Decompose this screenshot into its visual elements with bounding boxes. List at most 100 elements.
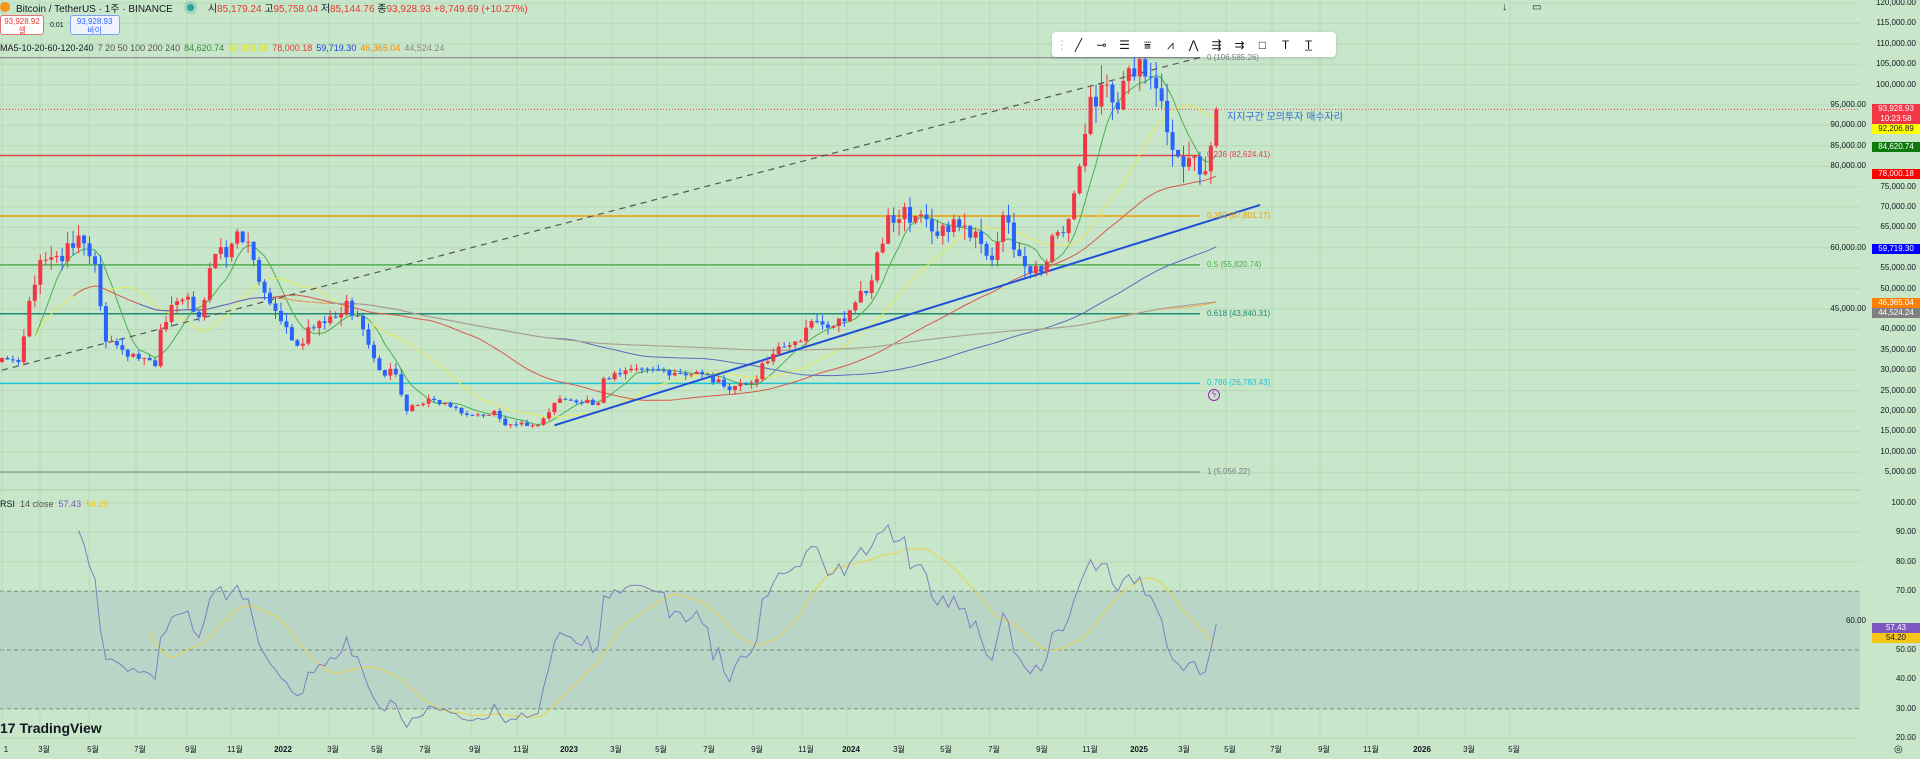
candle[interactable] — [536, 424, 541, 426]
candle[interactable] — [185, 296, 190, 300]
candle[interactable] — [475, 414, 480, 416]
candle[interactable] — [164, 321, 169, 330]
candle[interactable] — [306, 327, 311, 344]
candle[interactable] — [218, 247, 223, 254]
candle[interactable] — [782, 346, 787, 348]
candle[interactable] — [224, 247, 229, 258]
candle[interactable] — [295, 340, 300, 346]
candle[interactable] — [1104, 84, 1109, 86]
candle[interactable] — [891, 215, 896, 223]
candle[interactable] — [552, 402, 557, 413]
candle[interactable] — [913, 215, 918, 223]
candle[interactable] — [404, 394, 409, 411]
candle[interactable] — [459, 407, 464, 414]
candle[interactable] — [1055, 232, 1060, 236]
candle[interactable] — [809, 321, 814, 328]
candle[interactable] — [853, 302, 858, 311]
candle[interactable] — [1159, 88, 1164, 101]
candle[interactable] — [908, 207, 913, 223]
candle[interactable] — [486, 414, 491, 416]
candle[interactable] — [979, 231, 984, 244]
candle[interactable] — [317, 321, 322, 329]
candle[interactable] — [743, 383, 748, 385]
candle[interactable] — [399, 374, 404, 395]
candle[interactable] — [432, 398, 437, 401]
candle[interactable] — [645, 368, 650, 370]
candle[interactable] — [344, 300, 349, 314]
candle[interactable] — [153, 360, 158, 367]
candle[interactable] — [820, 321, 825, 325]
candle[interactable] — [355, 315, 360, 317]
trend-line[interactable] — [1, 55, 1206, 371]
candle[interactable] — [16, 360, 21, 363]
candle[interactable] — [760, 363, 765, 380]
candle[interactable] — [1132, 68, 1137, 77]
candle[interactable] — [897, 219, 902, 223]
candle[interactable] — [492, 411, 497, 415]
candle[interactable] — [481, 414, 486, 416]
parallel-channel-tool-icon[interactable]: ☰ — [1119, 37, 1130, 52]
candle[interactable] — [1061, 232, 1066, 234]
candle[interactable] — [678, 373, 683, 375]
candle[interactable] — [1154, 77, 1159, 89]
candle[interactable] — [776, 346, 781, 354]
candle[interactable] — [1094, 96, 1098, 107]
candle[interactable] — [136, 353, 141, 359]
ma-legend[interactable]: MA5-10-20-60-120-240 7 20 50 100 200 240… — [0, 43, 444, 53]
candle[interactable] — [754, 379, 759, 383]
candle[interactable] — [196, 311, 201, 318]
candle[interactable] — [858, 290, 863, 303]
candle[interactable] — [508, 424, 513, 426]
candle[interactable] — [530, 425, 535, 427]
candle[interactable] — [716, 379, 721, 383]
candle[interactable] — [377, 358, 382, 371]
candle[interactable] — [426, 398, 431, 404]
candle[interactable] — [864, 290, 869, 294]
candle[interactable] — [322, 321, 327, 323]
candle[interactable] — [109, 341, 114, 343]
candle[interactable] — [437, 400, 442, 404]
candle[interactable] — [393, 368, 398, 375]
candle[interactable] — [1203, 171, 1208, 175]
candle[interactable] — [0, 357, 4, 362]
candle[interactable] — [1088, 96, 1093, 134]
candle[interactable] — [661, 370, 666, 372]
candle[interactable] — [918, 214, 923, 216]
candle[interactable] — [831, 325, 836, 328]
candle[interactable] — [1170, 132, 1175, 150]
candle[interactable] — [842, 318, 847, 322]
candle[interactable] — [114, 341, 119, 346]
long-position-tool-icon[interactable]: ⇶ — [1211, 37, 1222, 52]
candle[interactable] — [711, 375, 716, 383]
candle[interactable] — [514, 424, 519, 426]
candle[interactable] — [251, 241, 256, 261]
candle[interactable] — [804, 327, 809, 342]
candle[interactable] — [1208, 145, 1213, 172]
candle[interactable] — [361, 316, 366, 330]
xabcd-pattern-tool-icon[interactable]: ⩘ — [1167, 37, 1174, 52]
candle[interactable] — [984, 243, 989, 256]
candle[interactable] — [147, 357, 152, 361]
candle[interactable] — [339, 313, 344, 318]
arrow-down-icon[interactable]: ↓ — [1502, 2, 1507, 13]
candle[interactable] — [1099, 84, 1104, 107]
candle[interactable] — [738, 383, 743, 387]
candle[interactable] — [1077, 166, 1082, 194]
annotation-text[interactable]: 지지구간 모의투자 매수자리 — [1227, 112, 1343, 123]
candle[interactable] — [175, 301, 180, 305]
candle[interactable] — [771, 353, 776, 362]
candle[interactable] — [71, 243, 76, 248]
candle[interactable] — [749, 382, 754, 384]
candle[interactable] — [590, 399, 595, 405]
candle[interactable] — [990, 255, 995, 261]
candle[interactable] — [1001, 215, 1006, 242]
text-tool-icon[interactable]: T — [1281, 37, 1290, 52]
candle[interactable] — [656, 369, 661, 371]
candle[interactable] — [289, 327, 294, 341]
candle[interactable] — [618, 373, 623, 375]
candle[interactable] — [973, 231, 978, 238]
candle[interactable] — [995, 241, 1000, 261]
candle[interactable] — [612, 373, 617, 380]
candle[interactable] — [497, 411, 502, 419]
